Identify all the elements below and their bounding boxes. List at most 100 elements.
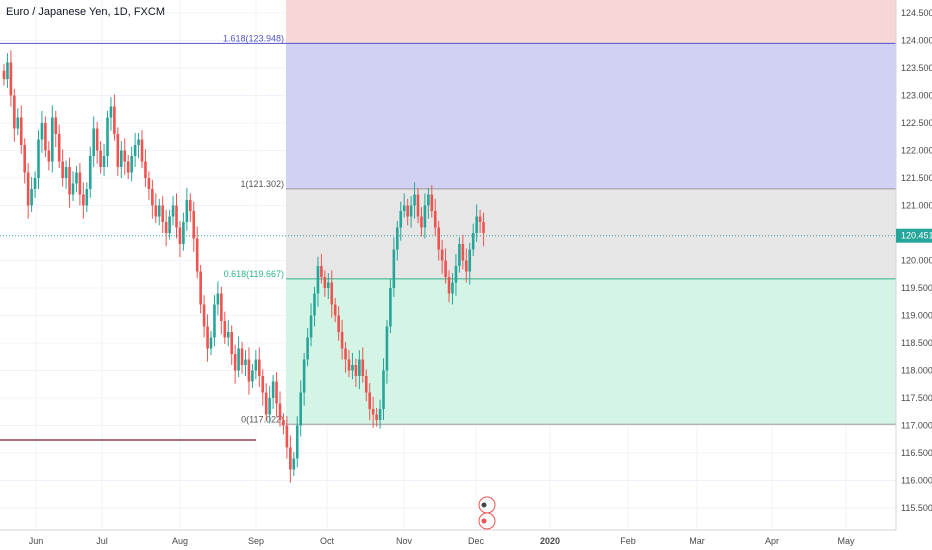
candle-body [68,167,71,195]
candle-body [109,106,113,118]
candle-body [482,222,485,233]
candle-body [468,249,472,272]
candle-body [406,205,409,217]
time-tick-label: Sep [248,536,264,546]
time-axis[interactable]: Jun Jul Aug Sep Oct Nov Dec 2020 Feb Mar Apr May [0,529,896,546]
candle-body [154,205,158,217]
candle-body [309,315,313,338]
candle-body [385,326,389,371]
price-tick-label: 121.000 [901,201,932,211]
chart-title: Euro / Japanese Yen, 1D, FXCM [6,6,165,18]
candle-body [116,134,120,167]
candle-body [78,172,82,195]
candle-body [144,161,147,178]
candle-body [247,359,251,382]
candle-body [106,117,109,156]
fib-label-1: 1(121.302) [240,179,284,189]
candle-body [358,359,361,376]
time-tick-label: Feb [620,536,636,546]
fib-zone-extension [286,43,896,189]
candle-body [44,123,47,151]
candle-body [437,227,440,250]
candle-body [389,288,392,327]
candle-body [258,359,261,376]
candle-body [9,62,13,96]
candle-body [75,172,78,184]
candle-body [57,134,61,162]
candle-body [195,238,199,272]
candle-body [313,293,316,316]
candle-body [340,332,344,349]
candle-body [268,398,271,415]
candle-body [113,106,116,134]
candle-body [133,145,137,156]
candle-body [465,260,468,272]
fibonacci-extension[interactable]: 1.618(123.948) 1(121.302) 0.618(119.667) 0(… [0,0,896,425]
candle-body [447,277,451,294]
candle-body [292,458,296,470]
candle-body [344,348,347,360]
candle-body [364,376,368,393]
candle-body [54,117,58,134]
candle-body [337,315,340,332]
candle-body [461,244,465,261]
time-tick-label: Aug [172,536,188,546]
event-marker-icon[interactable] [478,496,496,514]
candle-body [23,145,26,173]
candle-body [61,161,64,178]
candle-body [40,123,44,140]
time-tick-label: Mar [689,536,705,546]
support-line[interactable] [0,235,896,441]
price-tick-label: 116.500 [901,448,932,458]
price-tick-label: 122.500 [901,118,932,128]
candle-body [6,62,9,79]
candle-body [140,139,144,162]
price-tick-label: 119.500 [901,283,932,293]
candle-body [271,381,275,398]
candle-body [327,282,330,288]
candle-body [51,117,54,162]
candle-body [444,260,447,277]
candle-body [323,277,327,288]
last-price-badge[interactable] [896,228,932,243]
price-tick-label: 115.500 [901,503,932,513]
event-marker-icon[interactable] [478,512,496,530]
candle-body [244,359,247,365]
candle-body [30,189,33,206]
candle-body [220,293,223,321]
candle-body [475,216,478,233]
candle-body [423,205,427,228]
candle-body [199,271,202,305]
candle-body [261,376,265,393]
price-tick-label: 117.500 [901,393,932,403]
event-markers[interactable] [478,496,496,530]
price-axis[interactable]: 115.500 116.000 116.500 117.000 117.500 118.0… [895,0,932,550]
candle-body [16,117,20,129]
candle-body [168,216,171,233]
candle-body [275,381,278,404]
candle-body [237,348,240,371]
candle-body [47,150,51,162]
candle-body [123,150,127,162]
candle-body [420,216,423,228]
candle-body [209,337,213,349]
fib-zone-low [286,278,896,425]
candle-body [185,200,189,222]
price-tick-label: 124.500 [901,8,932,18]
candle-body [213,304,216,338]
last-price-label: 120.451 [901,231,932,241]
candle-body [458,244,461,266]
candle-body [216,293,220,305]
candle-body [254,359,258,371]
candle-body [137,139,140,145]
candle-body [182,222,185,244]
candles-layer [2,50,485,483]
candle-body [13,95,16,129]
candle-body [316,266,320,294]
event-dot-icon [481,518,487,524]
fib-zone-mid [286,188,896,279]
candle-body [147,178,151,189]
candle-body [251,370,254,382]
candle-body [399,211,403,228]
